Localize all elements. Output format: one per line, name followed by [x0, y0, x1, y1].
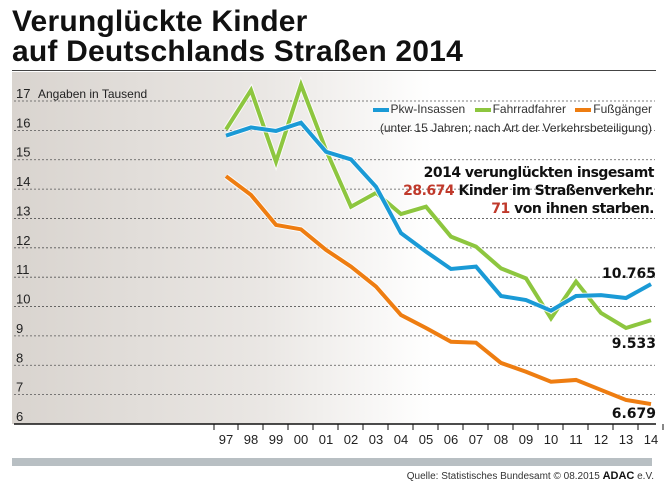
series-line-0	[225, 120, 652, 313]
y-tick-label: 9	[16, 321, 23, 336]
source-suffix: e.V.	[634, 471, 654, 482]
x-tick-label: 97	[219, 432, 233, 447]
y-tick-label: 16	[16, 115, 30, 130]
legend-swatch-fuss	[575, 107, 592, 112]
note-deaths: 71	[491, 201, 510, 217]
footer-bar	[12, 458, 652, 466]
x-tick-label: 03	[369, 432, 383, 447]
title-divider	[12, 70, 656, 71]
x-tick-label: 99	[269, 432, 283, 447]
summary-note: 2014 verunglückten insgesamt 28.674 Kind…	[403, 164, 654, 218]
x-tick-label: 09	[519, 432, 533, 447]
end-label-rad: 9.533	[611, 336, 656, 352]
series-line-2	[224, 174, 652, 407]
y-axis-label: Angaben in Tausend	[38, 87, 147, 101]
note-line-3: von ihnen starben.	[509, 201, 654, 217]
x-tick-label: 02	[344, 432, 358, 447]
x-tick-label: 11	[569, 432, 583, 447]
legend-fuss: Fußgänger	[593, 102, 652, 116]
y-tick-label: 14	[16, 174, 30, 189]
x-tick-label: 04	[394, 432, 408, 447]
x-tick-label: 08	[494, 432, 508, 447]
y-tick-label: 15	[16, 145, 30, 160]
legend-swatch-rad	[474, 107, 491, 112]
legend-pkw: Pkw-Insassen	[390, 102, 466, 116]
y-tick-label: 8	[16, 350, 23, 365]
x-tick-label: 07	[469, 432, 483, 447]
legend-subtitle: (unter 15 Jahren; nach Art der Verkehrsb…	[379, 121, 652, 135]
legend: Pkw-Insassen Fahrradfahrer Fußgänger	[367, 102, 652, 116]
title-line-2: auf Deutschlands Straßen 2014	[12, 35, 463, 68]
x-tick-label: 01	[319, 432, 333, 447]
x-tick-label: 06	[444, 432, 458, 447]
y-tick-label: 6	[16, 409, 23, 424]
adac-logo: ADAC	[602, 470, 635, 482]
x-tick-label: 00	[294, 432, 308, 447]
y-tick-label: 10	[16, 292, 30, 307]
source-text: Quelle: Statistisches Bundesamt © 08.201…	[406, 471, 603, 482]
y-tick-label: 7	[16, 380, 23, 395]
x-tick-label: 98	[244, 432, 258, 447]
x-tick-label: 13	[619, 432, 633, 447]
series-line-1	[224, 78, 652, 331]
end-label-pkw: 10.765	[601, 266, 656, 282]
end-label-fuss: 6.679	[611, 406, 656, 422]
x-tick-label: 12	[594, 432, 608, 447]
legend-rad: Fahrradfahrer	[492, 102, 566, 116]
y-tick-label: 12	[16, 233, 30, 248]
y-tick-label: 13	[16, 203, 30, 218]
legend-swatch-pkw	[372, 107, 389, 112]
note-total: 28.674	[403, 183, 455, 199]
note-line-2: Kinder im Straßenverkehr.	[454, 183, 655, 199]
source-line: Quelle: Statistisches Bundesamt © 08.201…	[407, 470, 654, 482]
y-tick-label: 17	[16, 86, 30, 101]
y-tick-label: 11	[16, 262, 30, 277]
x-tick-label: 05	[419, 432, 433, 447]
x-tick-label: 14	[644, 432, 658, 447]
x-tick-label: 10	[544, 432, 558, 447]
title-line-1: Verunglückte Kinder	[12, 5, 308, 38]
note-line-1: 2014 verunglückten insgesamt	[423, 165, 655, 181]
